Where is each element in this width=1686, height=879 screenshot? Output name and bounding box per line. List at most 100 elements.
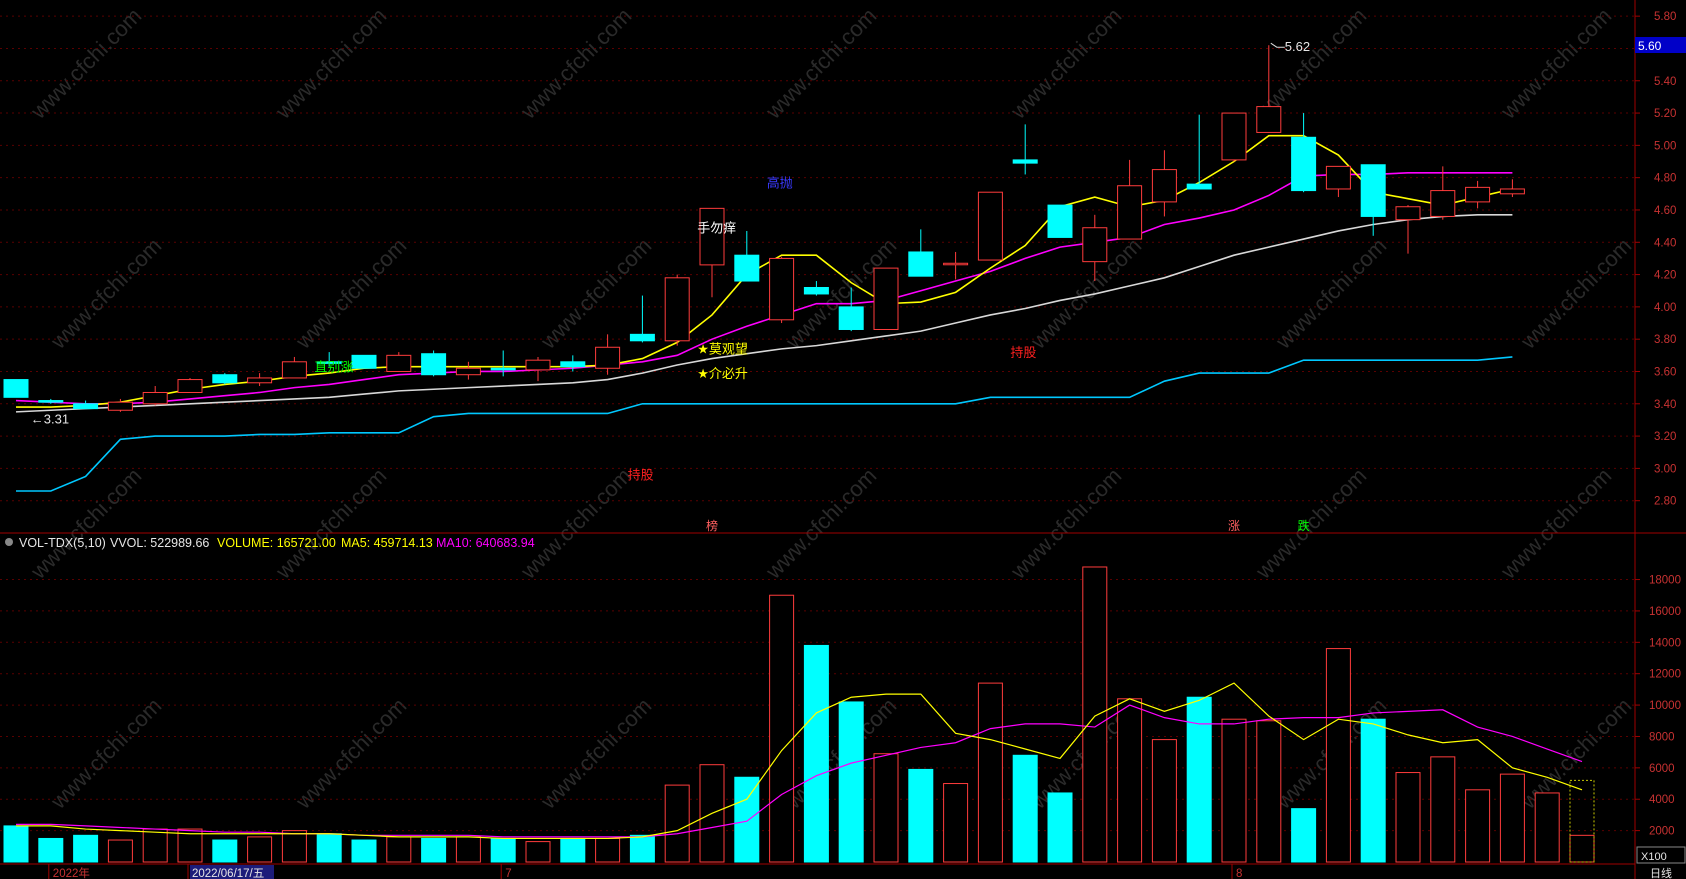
price-annotation: 持股 (628, 468, 654, 483)
x-axis-label: 2022年 (53, 866, 90, 879)
volume-bar (281, 830, 307, 863)
candle-body (386, 354, 412, 372)
volume-bar (1534, 792, 1560, 863)
volume-bar (351, 839, 377, 863)
watermark-text: www.cfchi.com (1270, 233, 1391, 354)
watermark-text: www.cfchi.com (535, 693, 656, 814)
volume-bar (1325, 648, 1351, 863)
volume-bar (838, 701, 864, 863)
candle-body (1256, 106, 1282, 133)
price-tick-label: 3.00 (1654, 463, 1676, 475)
candle-body (943, 262, 969, 266)
candle-body (1291, 136, 1317, 192)
watermark-text: www.cfchi.com (760, 3, 881, 124)
price-grid: 5.80 5.60 5.40 5.20 5.00 4.80 4.60 4.40 4.20 4.00… (0, 11, 1676, 508)
volume-bar (107, 839, 133, 863)
price-annotation: 高抛 (767, 175, 793, 190)
volume-bar (943, 783, 969, 863)
volume-bar (629, 834, 655, 863)
period-label[interactable]: 日线 (1650, 866, 1672, 879)
watermark-text: www.cfchi.com (290, 693, 411, 814)
price-tick-label: 3.80 (1654, 334, 1676, 346)
volume-bar (1430, 756, 1456, 863)
low-price-label: ←3.31 (31, 411, 69, 426)
candle-body (1360, 164, 1386, 217)
watermark-text: www.cfchi.com (760, 463, 881, 584)
signal-marker: 跌 (1298, 518, 1310, 533)
candle-body (490, 367, 516, 371)
volume-bar (490, 837, 516, 863)
ma5-readout: MA5: 459714.13 (341, 536, 433, 550)
watermark-text: www.cfchi.com (1005, 3, 1126, 124)
price-tick-label: 2.80 (1654, 496, 1676, 508)
price-tick-label: 3.60 (1654, 366, 1676, 378)
volume-tick-label: 10000 (1649, 700, 1681, 712)
volume-bar (1082, 566, 1108, 863)
candle-body (769, 257, 795, 321)
candle-body (838, 306, 864, 330)
candle-body (107, 401, 133, 411)
candle-body (1082, 227, 1108, 263)
volume-bar (1360, 718, 1386, 863)
candle-body (1151, 169, 1177, 203)
volume-bar (73, 834, 99, 863)
volume-bar (247, 836, 273, 863)
price-tick-label: 5.20 (1654, 108, 1676, 120)
watermark-text: www.cfchi.com (1515, 233, 1636, 354)
volume-bar (142, 828, 168, 863)
volume-bar (769, 594, 795, 863)
volume-bar (386, 836, 412, 863)
volume-ma10-line (16, 704, 1583, 838)
watermark-text: www.cfchi.com (25, 3, 146, 124)
price-tick-label: 3.40 (1654, 399, 1676, 411)
volume-bar (1465, 789, 1491, 863)
candle-body (977, 191, 1003, 261)
candle-body (247, 377, 273, 384)
price-annotation: ★莫观望 (697, 342, 748, 357)
price-tick-label: 4.40 (1654, 237, 1676, 249)
candle-body (3, 379, 29, 398)
volume-bar (421, 837, 447, 863)
current-price-badge (1635, 37, 1686, 53)
candle-body (560, 361, 586, 368)
ma-white-line (15, 214, 1513, 413)
volume-bar (1221, 718, 1247, 863)
watermark-text: www.cfchi.com (45, 693, 166, 814)
ma10-readout: MA10: 640683.94 (436, 536, 535, 550)
volume-bar (1291, 808, 1317, 863)
watermark-text: www.cfchi.com (25, 463, 146, 584)
support-line-group (16, 356, 1513, 492)
volume-bar (1395, 772, 1421, 863)
candle-body (1186, 183, 1212, 190)
x-axis-label: 7 (505, 868, 511, 879)
price-tick-label: 4.80 (1654, 173, 1676, 185)
candle-body (316, 361, 342, 364)
volume-readout: VOLUME: 165721.00 (217, 536, 336, 550)
candle-body (908, 251, 934, 277)
volume-tick-label: 18000 (1649, 575, 1681, 587)
candle-body (664, 277, 690, 342)
candlestick-series (3, 45, 1525, 412)
x-axis-label: 8 (1236, 868, 1242, 879)
candle-body (1117, 185, 1143, 240)
volume-bar (212, 839, 238, 863)
watermark-text: www.cfchi.com (1250, 463, 1371, 584)
volume-tick-label: 16000 (1649, 606, 1681, 618)
watermark-layer: www.cfchi.com www.cfchi.com www.cfchi.com w… (25, 3, 1636, 814)
volume-bar (177, 828, 203, 863)
indicator-toggle-icon[interactable] (5, 538, 13, 546)
volume-header: VOL-TDX(5,10) VVOL: 522989.66 VOLUME: 16… (5, 536, 535, 550)
candle-body (1395, 206, 1421, 221)
candle-body (212, 374, 238, 384)
watermark-text: www.cfchi.com (45, 233, 166, 354)
x-axis-label: 2022/06/17/五 (192, 868, 264, 879)
volume-bars (3, 566, 1595, 863)
candle-body (73, 403, 99, 410)
candle-body (699, 207, 725, 266)
volume-unit-label: X100 (1641, 851, 1667, 863)
watermark-text: www.cfchi.com (1495, 463, 1616, 584)
volume-bar (3, 825, 29, 863)
volume-bar (734, 776, 760, 863)
price-annotation: 手勿痒 (697, 221, 736, 236)
